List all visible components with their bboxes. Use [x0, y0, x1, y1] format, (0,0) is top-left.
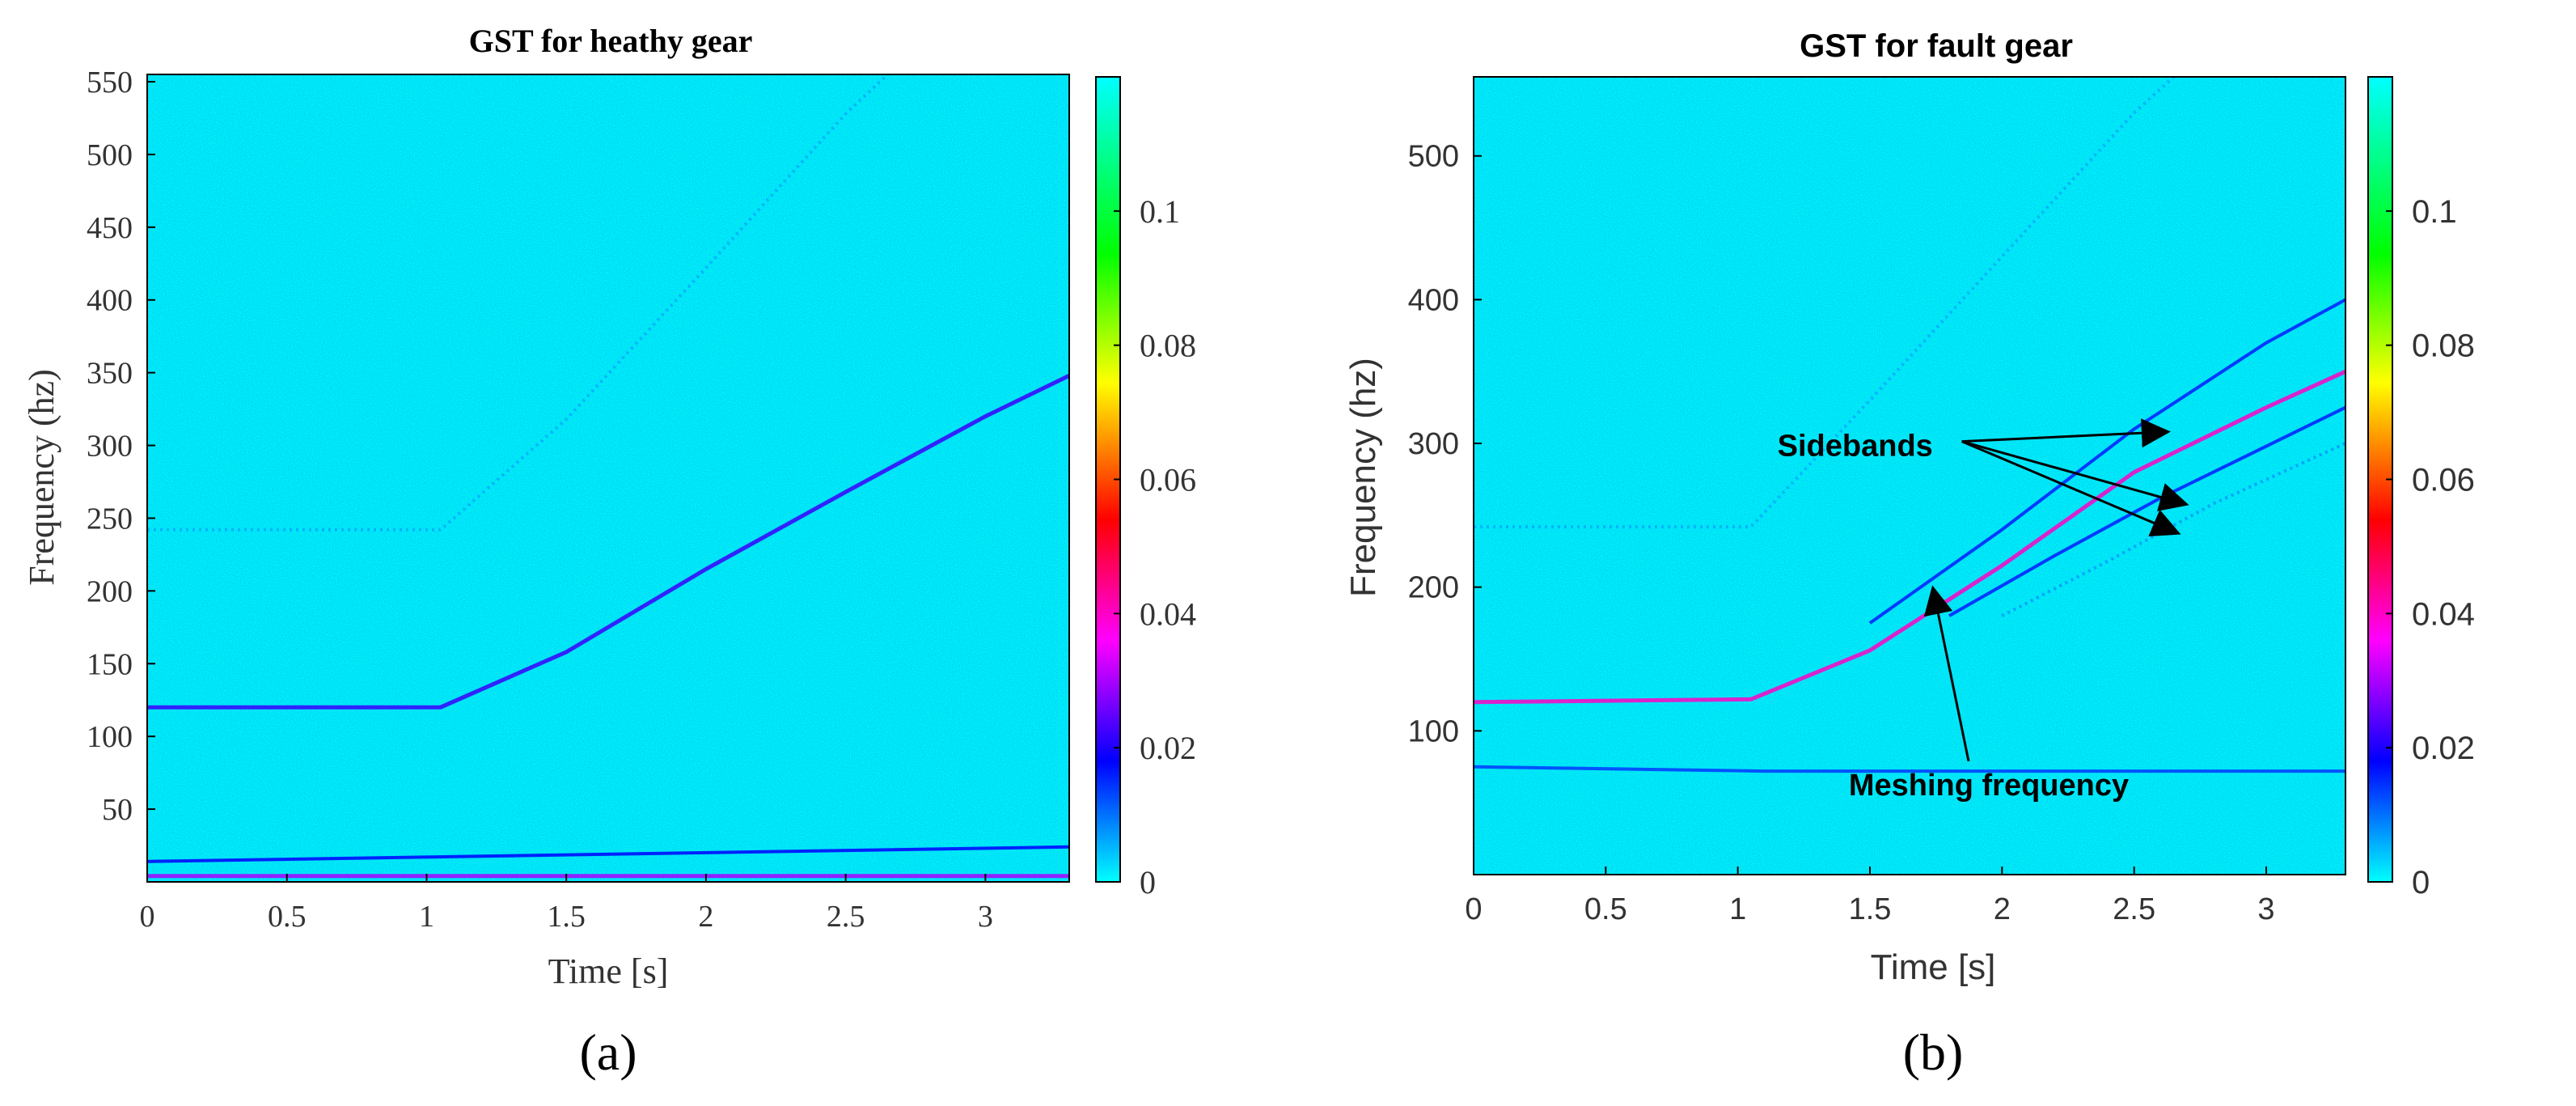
- ridge-low-trace: [1473, 765, 2345, 773]
- y-tick-label: 350: [87, 357, 133, 391]
- y-tick-label: 550: [87, 66, 133, 100]
- x-tick-label: 2: [1994, 892, 2011, 926]
- x-tick-label: 1.5: [1849, 892, 1892, 926]
- colorbar: 0 0.02 0.04 0.06 0.08 0.1: [2367, 76, 2475, 900]
- plot-frame: [146, 74, 1070, 883]
- x-tick-label: 3: [978, 900, 993, 934]
- y-axis-label: Frequency (hz): [1343, 358, 1383, 597]
- y-tick-label: 500: [87, 138, 133, 172]
- x-axis-label: Time [s]: [1871, 947, 1996, 987]
- colorbar-ticks: 0 0.02 0.04 0.06 0.08 0.1: [2386, 194, 2475, 900]
- colorbar-tick-label: 0.08: [2412, 328, 2475, 364]
- colorbar-tick-label: 0.1: [1140, 193, 1180, 230]
- ridge-lower-sideband-2: [2001, 442, 2346, 617]
- ridge-meshing-frequency: [147, 373, 1071, 710]
- heatmap-noise: [147, 74, 1069, 882]
- colorbar-tick-label: 0.04: [1140, 595, 1196, 632]
- y-tick-label: 300: [1408, 427, 1459, 461]
- panel-b: GST for fault gear 0 0.5 1 1.5 2 2.5 3 100 200 3…: [1343, 28, 2475, 1081]
- y-tick-label: 450: [87, 211, 133, 245]
- y-axis-label: Frequency (hz): [22, 369, 61, 586]
- y-tick-label: 200: [87, 574, 133, 608]
- colorbar-tick-label: 0.02: [1140, 730, 1196, 766]
- y-tick-label: 150: [87, 647, 133, 681]
- x-tick-label: 0.5: [268, 900, 307, 934]
- x-tick-label: 1: [1729, 892, 1746, 926]
- y-tick-label: 200: [1408, 571, 1459, 605]
- x-tick-label: 2.5: [827, 900, 865, 934]
- y-tick-label: 100: [87, 720, 133, 754]
- y-tick-label: 100: [1408, 714, 1459, 748]
- y-tick-label: 500: [1408, 140, 1459, 174]
- colorbar-tick-label: 0.08: [1140, 328, 1196, 364]
- annotations: Sidebands Meshing frequency: [1778, 418, 2189, 803]
- ridge-upper-sideband: [1868, 298, 2346, 625]
- heatmap-plot-area: [1473, 75, 2347, 875]
- chart-title: GST for heathy gear: [469, 23, 753, 59]
- colorbar-tick-label: 0: [1140, 864, 1156, 900]
- x-tick-label: 1: [419, 900, 434, 934]
- annotation-arrow: [1923, 585, 1970, 762]
- ridge-meshing-frequency: [1473, 369, 2347, 705]
- x-axis: 0 0.5 1 1.5 2 2.5 3: [140, 874, 993, 934]
- y-tick-label: 50: [102, 793, 133, 827]
- x-tick-label: 3: [2257, 892, 2274, 926]
- y-tick-label: 400: [87, 284, 133, 318]
- x-tick-label: 1.5: [547, 900, 586, 934]
- y-tick-label: 400: [1408, 283, 1459, 317]
- y-tick-label: 300: [87, 430, 133, 464]
- colorbar-tick-label: 0: [2412, 865, 2430, 900]
- annotation-arrow: [1961, 440, 2181, 537]
- ridges: [1473, 75, 2347, 773]
- ridge-second-harmonic: [147, 73, 889, 532]
- colorbar-tick-label: 0.02: [2412, 731, 2475, 766]
- annotation-label: Meshing frequency: [1849, 769, 2129, 803]
- y-axis: 100 200 300 400 500: [1408, 140, 1482, 748]
- y-axis: 50 100 150 200 250 300 350 400 450 500 550: [87, 66, 155, 827]
- panel-caption: (b): [1903, 1023, 1964, 1081]
- panel-caption: (a): [579, 1023, 637, 1081]
- x-axis: 0 0.5 1 1.5 2 2.5 3: [1465, 867, 2275, 926]
- x-tick-label: 2.5: [2113, 892, 2155, 926]
- panel-a: GST for heathy gear 0 0.5 1 1.5 2 2.5 3 50 100 1…: [22, 23, 1196, 1081]
- y-tick-label: 250: [87, 502, 133, 536]
- colorbar-tick-label: 0.06: [1140, 462, 1196, 498]
- colorbar-ticks: 0 0.02 0.04 0.06 0.08 0.1: [1114, 193, 1196, 900]
- colorbar: 0 0.02 0.04 0.06 0.08 0.1: [1095, 76, 1196, 900]
- annotation-label: Sidebands: [1778, 430, 1933, 464]
- ridges: [146, 73, 1071, 879]
- ridge-low-trace: [146, 845, 1070, 863]
- x-axis-label: Time [s]: [548, 951, 669, 991]
- x-tick-label: 0: [1465, 892, 1482, 926]
- annotation-arrow: [1961, 440, 2189, 511]
- x-tick-label: 0: [140, 900, 155, 934]
- colorbar-tick-label: 0.04: [2412, 596, 2475, 632]
- colorbar-tick-label: 0.1: [2412, 194, 2457, 230]
- x-tick-label: 0.5: [1584, 892, 1627, 926]
- colorbar-tick-label: 0.06: [2412, 463, 2475, 498]
- plot-frame: [1473, 76, 2346, 875]
- chart-title: GST for fault gear: [1800, 28, 2073, 64]
- x-tick-label: 2: [698, 900, 713, 934]
- annotation-arrow: [1961, 418, 2171, 448]
- heatmap-plot-area: [146, 73, 1071, 883]
- heatmap-noise: [1474, 77, 2345, 875]
